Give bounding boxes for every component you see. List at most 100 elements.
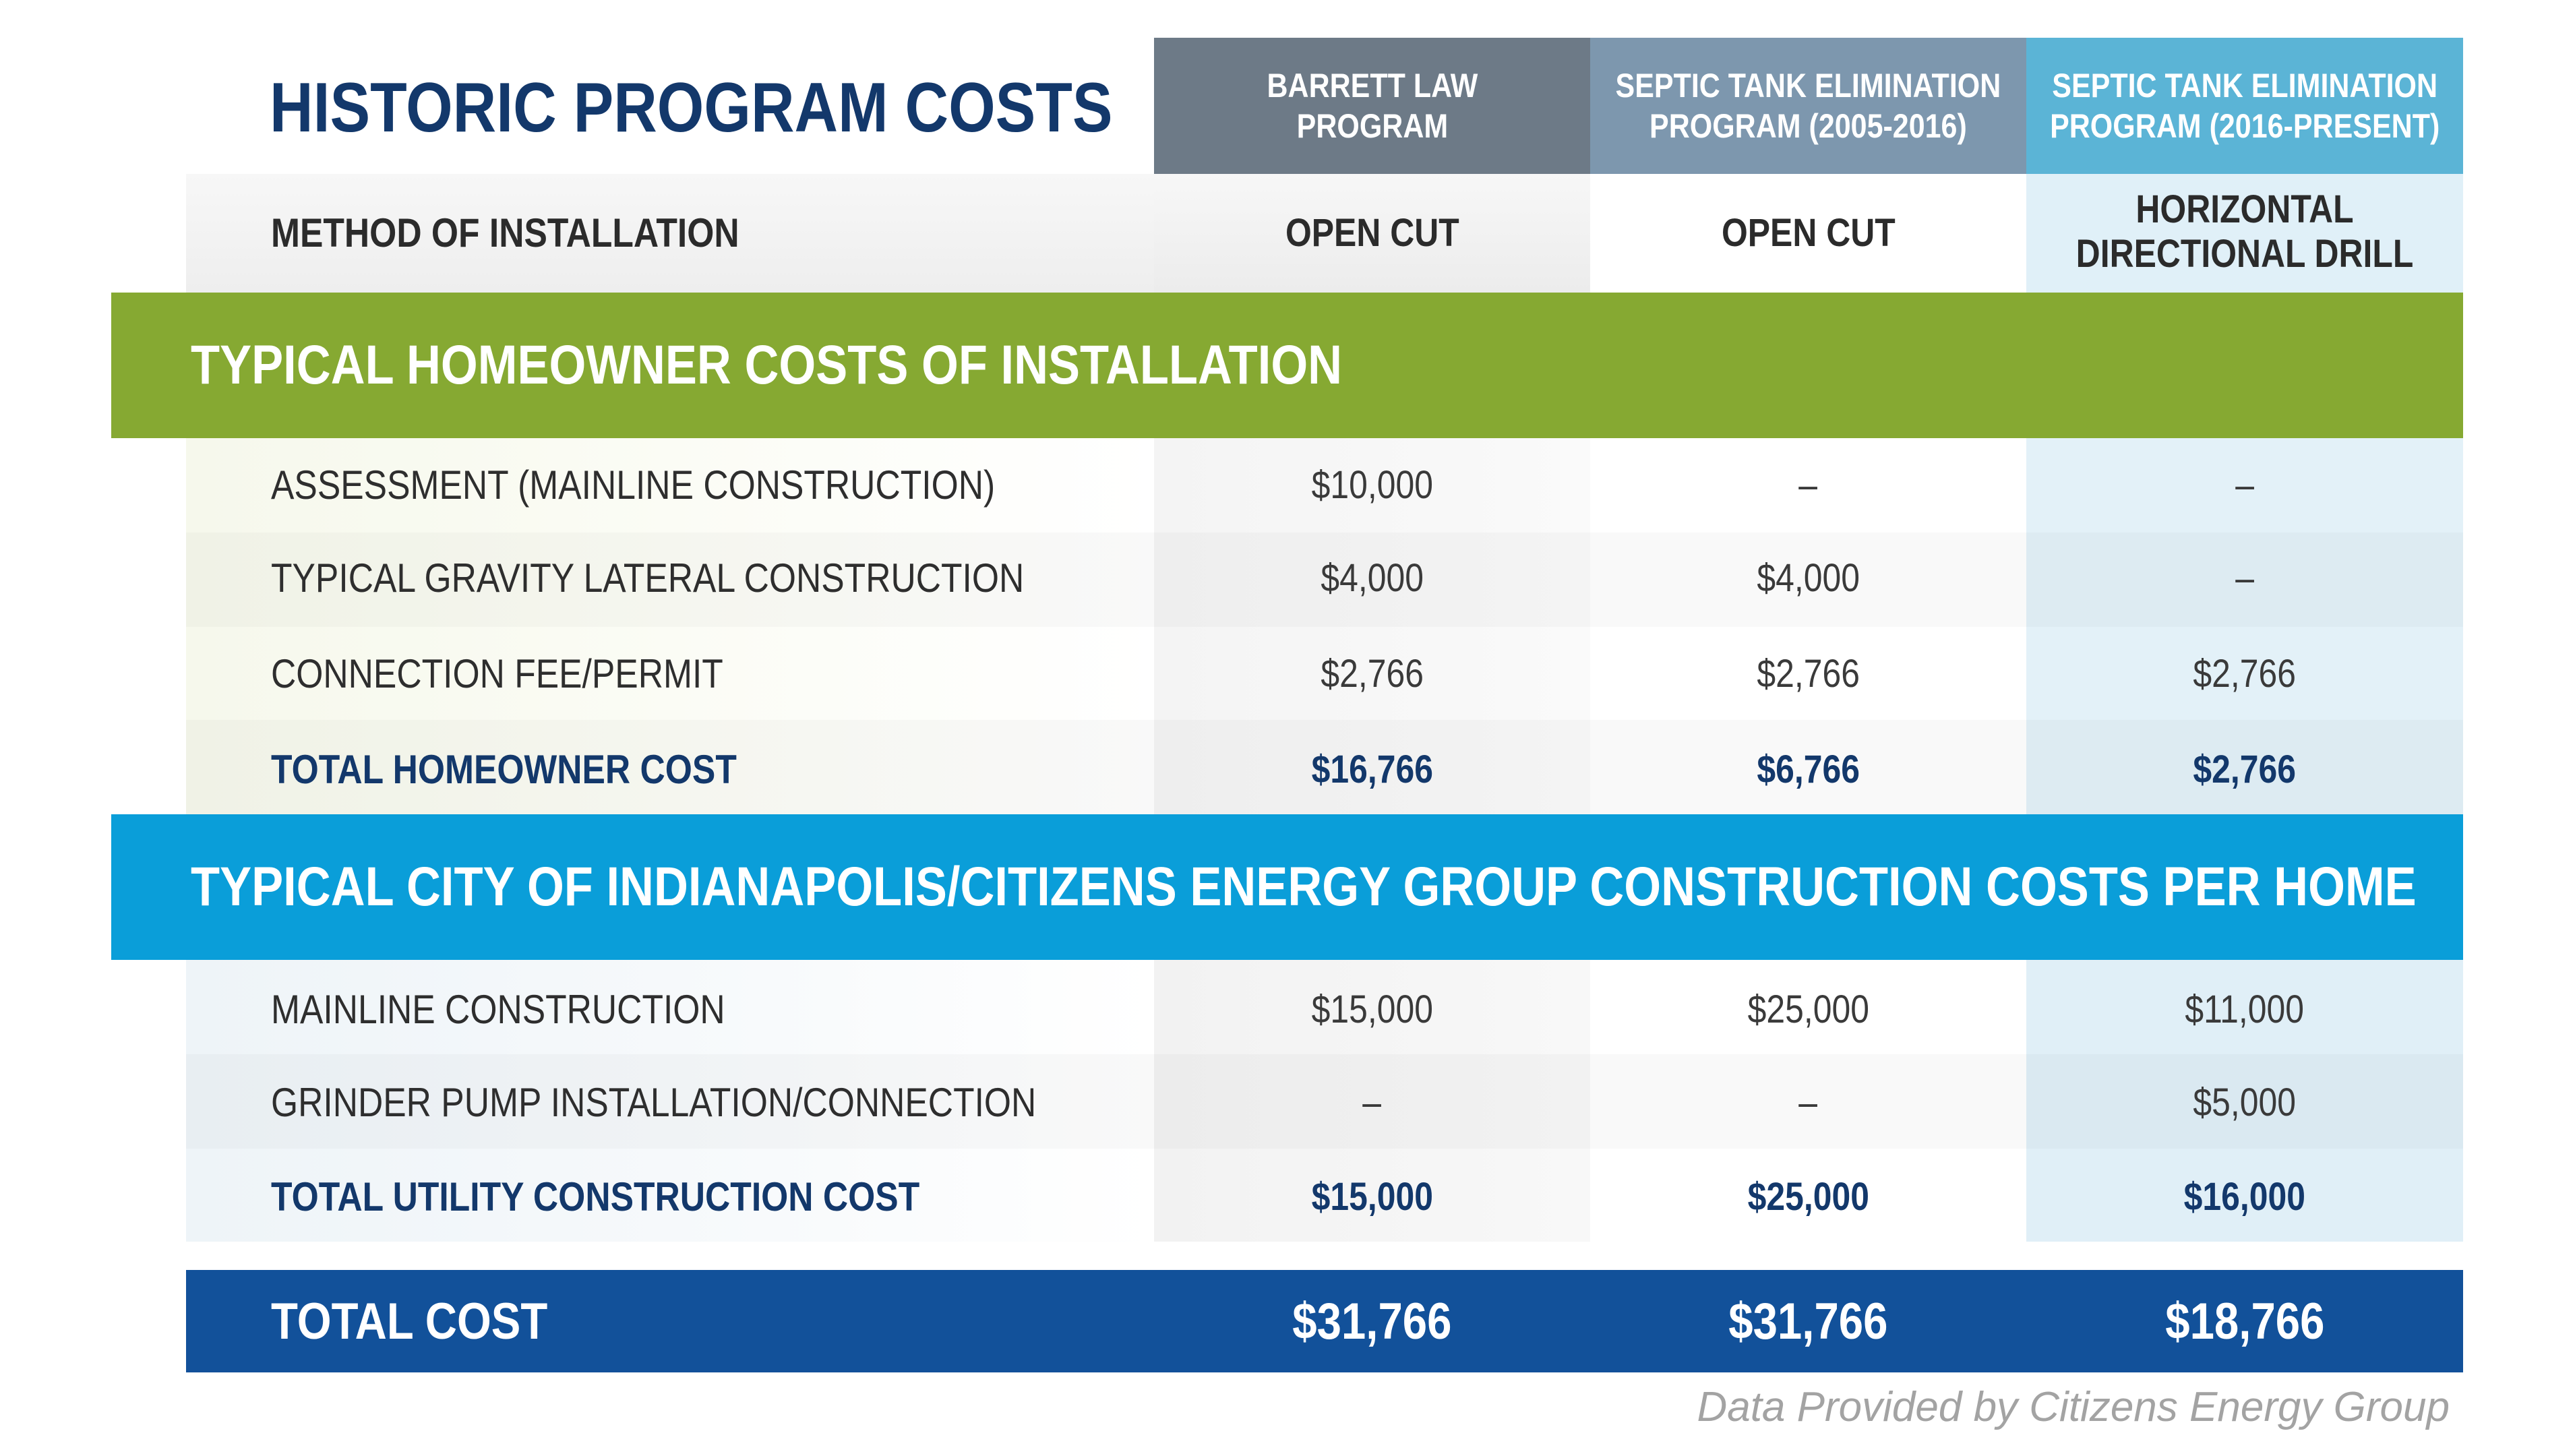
row-label-text: TYPICAL GRAVITY LATERAL CONSTRUCTION bbox=[271, 555, 1025, 601]
row-label-mainline: MAINLINE CONSTRUCTION bbox=[271, 990, 799, 1030]
total-cost-label-text: TOTAL COST bbox=[271, 1292, 548, 1350]
method-row-label: METHOD OF INSTALLATION bbox=[271, 213, 816, 253]
method-row-label-text: METHOD OF INSTALLATION bbox=[271, 210, 739, 255]
table-cell: – bbox=[2026, 558, 2463, 599]
cell-value: $16,000 bbox=[2183, 1175, 2306, 1219]
total-cost-value: $18,766 bbox=[2164, 1292, 2325, 1350]
row-label-text: MAINLINE CONSTRUCTION bbox=[271, 987, 725, 1032]
table-cell-total: $15,000 bbox=[1154, 1177, 1590, 1217]
column-header-line2: PROGRAM (2016-PRESENT) bbox=[2049, 107, 2440, 145]
method-row-cell-1 bbox=[1154, 174, 1590, 293]
table-cell: – bbox=[1154, 1083, 1590, 1123]
column-header-line2: PROGRAM bbox=[1296, 107, 1448, 145]
section1-column-3 bbox=[2026, 438, 2463, 814]
table-cell-total: $2,766 bbox=[2026, 750, 2463, 790]
column-header-step-2016-present: SEPTIC TANK ELIMINATION PROGRAM (2016-PR… bbox=[2026, 38, 2463, 174]
cell-value: $11,000 bbox=[2185, 988, 2305, 1031]
cell-value: $2,766 bbox=[2193, 748, 2297, 791]
method-value-text: OPEN CUT bbox=[1285, 211, 1459, 255]
source-credit-text: Data Provided by Citizens Energy Group bbox=[1697, 1384, 2450, 1430]
total-cost-value: $31,766 bbox=[1292, 1292, 1452, 1350]
total-cost-bar bbox=[186, 1270, 2463, 1372]
table-cell: $10,000 bbox=[1154, 465, 1590, 506]
section-heading-text: TYPICAL HOMEOWNER COSTS OF INSTALLATION bbox=[191, 334, 1343, 396]
column-header-line1: SEPTIC TANK ELIMINATION bbox=[2052, 67, 2437, 104]
cell-value: – bbox=[1362, 1081, 1382, 1124]
total-cost-label: TOTAL COST bbox=[271, 1270, 593, 1372]
cell-value: – bbox=[2235, 556, 2254, 600]
table-cell: $15,000 bbox=[1154, 990, 1590, 1030]
section-heading-text: TYPICAL CITY OF INDIANAPOLIS/CITIZENS EN… bbox=[191, 856, 2417, 917]
column-header-line2: PROGRAM (2005-2016) bbox=[1649, 107, 1967, 145]
row-label-text: CONNECTION FEE/PERMIT bbox=[271, 651, 723, 696]
table-cell-total: $16,000 bbox=[2026, 1177, 2463, 1217]
section-heading-homeowner-costs: TYPICAL HOMEOWNER COSTS OF INSTALLATION bbox=[111, 293, 2463, 438]
cell-value: – bbox=[1798, 1081, 1818, 1124]
row-label-connection-fee: CONNECTION FEE/PERMIT bbox=[271, 654, 797, 694]
cell-value: $4,000 bbox=[1321, 556, 1424, 600]
column-header-line1: SEPTIC TANK ELIMINATION bbox=[1615, 67, 2001, 104]
cell-value: $2,766 bbox=[2193, 652, 2297, 696]
column-header-line1: BARRETT LAW bbox=[1267, 67, 1478, 104]
table-cell: $4,000 bbox=[1154, 558, 1590, 599]
row-label-assessment: ASSESSMENT (MAINLINE CONSTRUCTION) bbox=[271, 465, 1113, 506]
method-value-step-2016: HORIZONTAL DIRECTIONAL DRILL bbox=[2026, 187, 2463, 279]
section1-column-2 bbox=[1590, 438, 2026, 814]
cell-value: $2,766 bbox=[1321, 652, 1424, 696]
cell-value: $10,000 bbox=[1311, 463, 1433, 507]
row-label-total-utility: TOTAL UTILITY CONSTRUCTION COST bbox=[271, 1177, 1025, 1217]
cell-value: – bbox=[2235, 463, 2254, 507]
cell-value: $6,766 bbox=[1757, 748, 1860, 791]
total-cost-step-2016: $18,766 bbox=[2026, 1270, 2463, 1372]
method-value-line2: DIRECTIONAL DRILL bbox=[2076, 232, 2414, 276]
row-label-text: ASSESSMENT (MAINLINE CONSTRUCTION) bbox=[271, 462, 996, 508]
table-cell: – bbox=[2026, 465, 2463, 506]
table-cell-total: $25,000 bbox=[1590, 1177, 2026, 1217]
table-cell: – bbox=[1590, 1083, 2026, 1123]
cell-value: $15,000 bbox=[1311, 988, 1433, 1031]
section2-column-2 bbox=[1590, 960, 2026, 1242]
section1-label-column bbox=[186, 438, 1154, 814]
cell-value: $5,000 bbox=[2193, 1081, 2297, 1124]
section1-column-1 bbox=[1154, 438, 1590, 814]
source-credit: Data Provided by Citizens Energy Group bbox=[1697, 1383, 2450, 1437]
section-heading-utility-costs: TYPICAL CITY OF INDIANAPOLIS/CITIZENS EN… bbox=[111, 814, 2463, 960]
method-row-label-cell bbox=[186, 174, 1154, 293]
cell-value: $15,000 bbox=[1311, 1175, 1433, 1219]
table-cell: $11,000 bbox=[2026, 990, 2463, 1030]
table-cell-total: $6,766 bbox=[1590, 750, 2026, 790]
cell-value: $2,766 bbox=[1757, 652, 1860, 696]
row-label-text: TOTAL HOMEOWNER COST bbox=[271, 747, 737, 792]
cell-value: $16,766 bbox=[1311, 748, 1433, 791]
table-cell: $2,766 bbox=[1590, 654, 2026, 694]
cell-value: $4,000 bbox=[1757, 556, 1860, 600]
section2-label-column bbox=[186, 960, 1154, 1242]
cell-value: – bbox=[1798, 463, 1818, 507]
column-header-barrett-law: BARRETT LAW PROGRAM bbox=[1154, 38, 1590, 174]
row-label-gravity-lateral: TYPICAL GRAVITY LATERAL CONSTRUCTION bbox=[271, 558, 1147, 599]
method-row-cell-3 bbox=[2026, 174, 2463, 293]
table-cell: $25,000 bbox=[1590, 990, 2026, 1030]
section2-column-3 bbox=[2026, 960, 2463, 1242]
table-cell: $2,766 bbox=[1154, 654, 1590, 694]
cell-value: $25,000 bbox=[1747, 988, 1869, 1031]
method-row-cell-2 bbox=[1590, 174, 2026, 293]
table-cell: $5,000 bbox=[2026, 1083, 2463, 1123]
page-title: HISTORIC PROGRAM COSTS bbox=[270, 64, 1113, 152]
row-label-total-homeowner: TOTAL HOMEOWNER COST bbox=[271, 750, 812, 790]
method-value-step-2005: OPEN CUT bbox=[1590, 213, 2026, 253]
column-header-step-2005-2016: SEPTIC TANK ELIMINATION PROGRAM (2005-20… bbox=[1590, 38, 2026, 174]
section2-column-1 bbox=[1154, 960, 1590, 1242]
row-label-text: GRINDER PUMP INSTALLATION/CONNECTION bbox=[271, 1080, 1037, 1125]
row-label-text: TOTAL UTILITY CONSTRUCTION COST bbox=[271, 1174, 920, 1219]
table-cell: $2,766 bbox=[2026, 654, 2463, 694]
total-cost-value: $31,766 bbox=[1728, 1292, 1888, 1350]
table-cell: $4,000 bbox=[1590, 558, 2026, 599]
total-cost-step-2005: $31,766 bbox=[1590, 1270, 2026, 1372]
table-cell: – bbox=[1590, 465, 2026, 506]
page-title-text: HISTORIC PROGRAM COSTS bbox=[270, 68, 1113, 147]
method-value-line1: HORIZONTAL bbox=[2135, 187, 2354, 231]
total-cost-barrett: $31,766 bbox=[1154, 1270, 1590, 1372]
table-cell-total: $16,766 bbox=[1154, 750, 1590, 790]
method-value-barrett: OPEN CUT bbox=[1154, 213, 1590, 253]
